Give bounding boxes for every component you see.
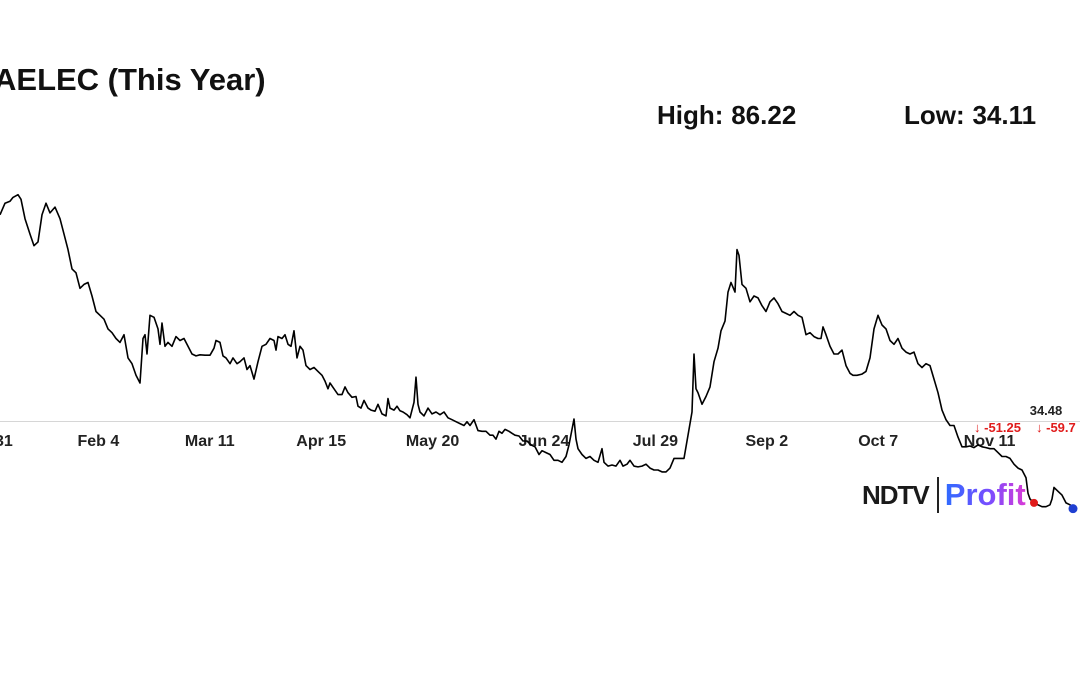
- change-label-2: ↓ -59.7: [1036, 420, 1076, 435]
- logo-product: Profit: [944, 477, 1026, 512]
- x-tick-label: Sep 2: [745, 433, 788, 450]
- logo-brand: NDTV: [862, 479, 930, 510]
- x-tick-label: Apr 15: [296, 433, 346, 450]
- x-tick-label: Oct 7: [858, 433, 898, 450]
- change-label-1: ↓ -51.25: [974, 420, 1021, 435]
- x-tick-label: Jul 29: [633, 433, 678, 450]
- chart-title: AELEC (This Year): [0, 62, 266, 97]
- low-stat: Low: 34.11: [904, 100, 1036, 131]
- marker-group: [1030, 498, 1078, 514]
- series-group: [0, 193, 1074, 510]
- last-point-marker: [1068, 504, 1078, 514]
- x-tick-label: May 20: [406, 433, 459, 450]
- low-label: Low:: [904, 100, 965, 130]
- high-stat: High: 86.22: [657, 100, 796, 131]
- last-value-label: 34.48: [1030, 403, 1063, 418]
- price-series-line: [0, 193, 1074, 510]
- x-tick-label: Feb 4: [78, 433, 120, 450]
- x-tick-label: Mar 11: [185, 433, 235, 450]
- x-tick-label: Dec 31: [0, 433, 13, 450]
- logo-divider: [936, 477, 939, 513]
- high-value: 86.22: [731, 100, 797, 130]
- low-value: 34.11: [972, 100, 1037, 130]
- ndtv-profit-logo: NDTV Profit: [862, 476, 1026, 514]
- high-label: High:: [657, 100, 724, 130]
- reference-point-marker: [1030, 498, 1038, 507]
